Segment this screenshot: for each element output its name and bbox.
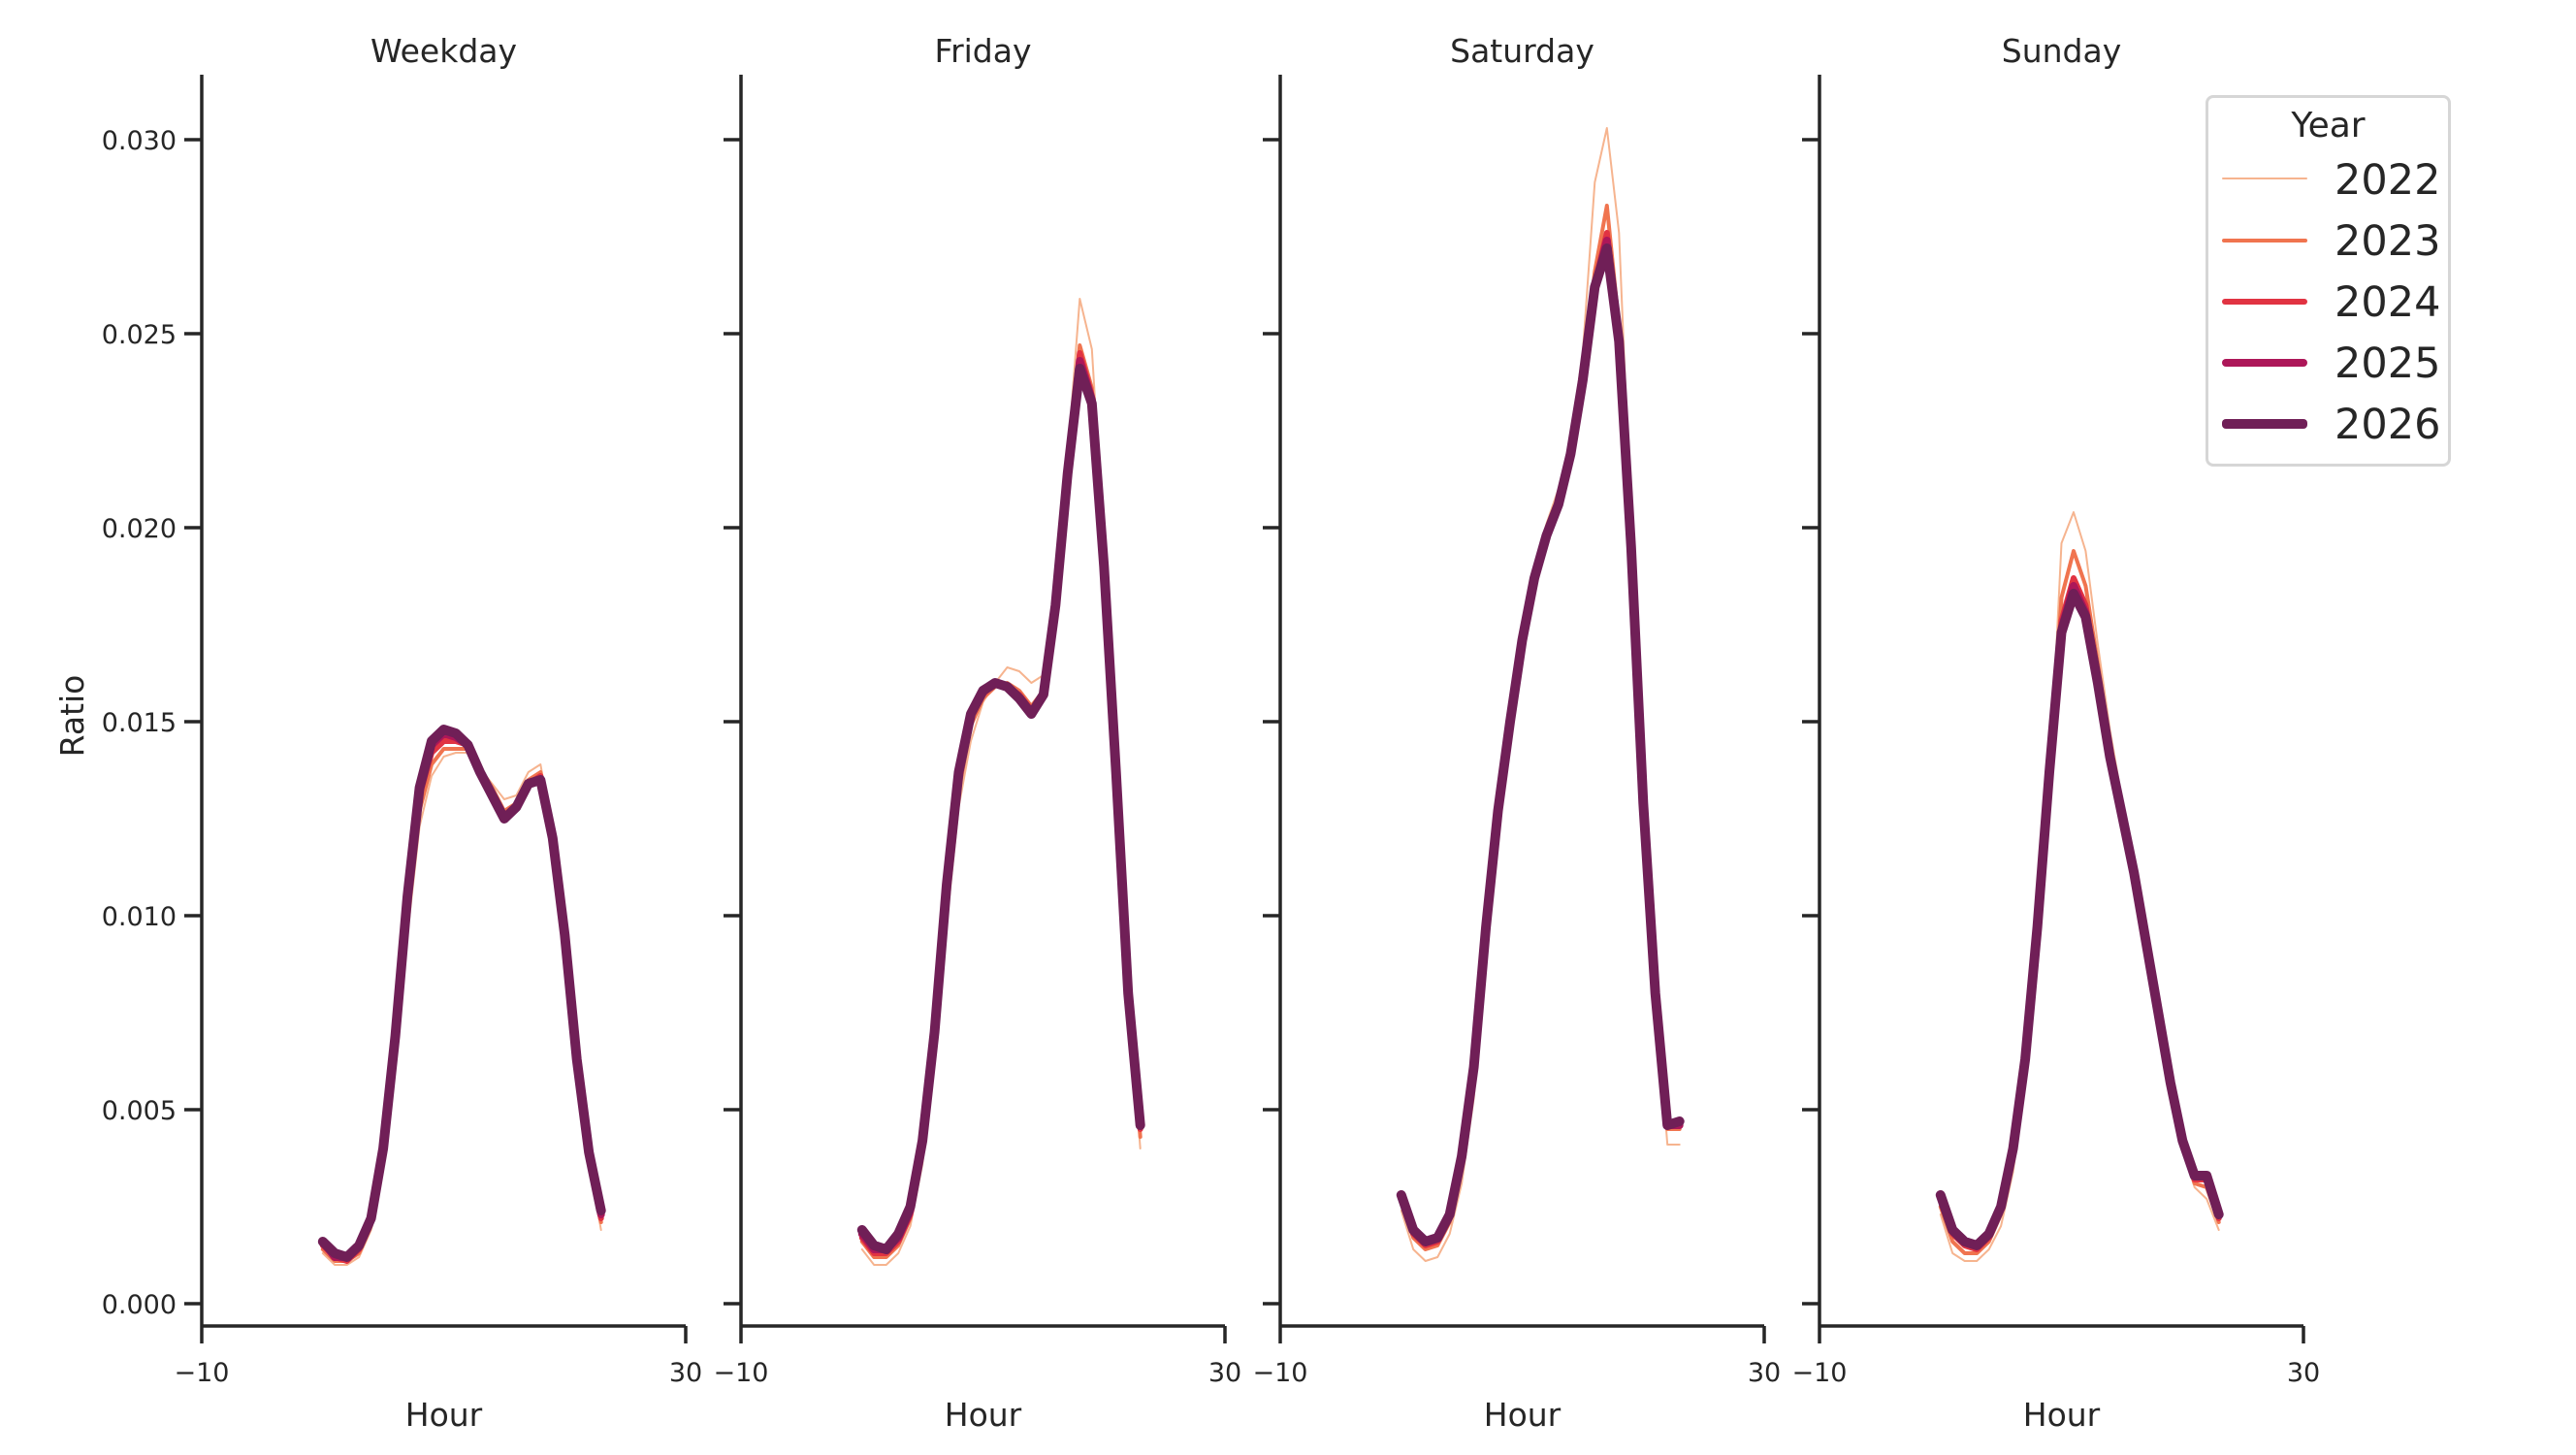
legend-swatch: [2222, 178, 2307, 179]
legend-item-2023: 2023: [2222, 217, 2445, 266]
legend-swatch: [2222, 359, 2307, 367]
series-line-2023: [1938, 549, 2221, 1255]
legend-item-2026: 2026: [2222, 401, 2445, 449]
panel-weekday: Weekday 0.000 0.005 0.010 0.015 0.020 0.025 0.0…: [102, 32, 702, 1434]
x-tick-label: −10: [175, 1358, 230, 1388]
legend-label: 2022: [2334, 156, 2441, 205]
series-line-2026: [317, 725, 606, 1262]
x-axis-label: Hour: [2023, 1396, 2101, 1434]
y-tick-label: 0.030: [102, 126, 177, 156]
legend-item-2022: 2022: [2222, 156, 2445, 205]
series-line-2024: [319, 738, 604, 1264]
legend-item-2025: 2025: [2222, 340, 2445, 388]
legend-swatch: [2222, 299, 2307, 305]
legend-label: 2025: [2334, 340, 2441, 388]
y-tick-label: 0.020: [102, 514, 177, 544]
y-tick-label: 0.000: [102, 1290, 177, 1320]
series-line-2026: [1396, 243, 1685, 1246]
series-line-2023: [320, 747, 603, 1263]
series-line-2022: [860, 298, 1142, 1266]
legend-item-2024: 2024: [2222, 278, 2445, 327]
y-tick-label: 0.025: [102, 320, 177, 350]
legend-label: 2023: [2334, 217, 2441, 266]
series-line-2026: [856, 364, 1145, 1254]
y-tick-label: 0.005: [102, 1096, 177, 1126]
x-axis-label: Hour: [405, 1396, 483, 1434]
panel-title: Friday: [934, 32, 1031, 70]
series-line-2024: [1937, 575, 2222, 1252]
x-tick-label: −10: [714, 1358, 769, 1388]
series-line-2025: [318, 729, 605, 1261]
x-tick-label: −10: [1253, 1358, 1308, 1388]
x-tick-label: −10: [1792, 1358, 1848, 1388]
series-line-2022: [1939, 511, 2220, 1262]
series-line-2025: [1936, 582, 2223, 1249]
legend-swatch: [2222, 419, 2307, 429]
legend: Year 2022 2023 2024 2025 2026: [2206, 95, 2451, 467]
legend-label: 2024: [2334, 278, 2441, 327]
series-line-2022: [321, 752, 602, 1266]
legend-label: 2026: [2334, 401, 2441, 449]
y-tick-label: 0.015: [102, 708, 177, 738]
panel-title: Weekday: [370, 32, 517, 70]
x-axis-label: Hour: [1484, 1396, 1562, 1434]
x-tick-label: 30: [1748, 1358, 1781, 1388]
panel-title: Saturday: [1450, 32, 1594, 70]
series-line-2026: [1935, 589, 2224, 1250]
x-tick-label: 30: [669, 1358, 702, 1388]
x-tick-label: 30: [2287, 1358, 2320, 1388]
legend-title: Year: [2291, 106, 2366, 146]
x-tick-label: 30: [1208, 1358, 1241, 1388]
legend-swatch: [2222, 239, 2307, 242]
x-axis-label: Hour: [945, 1396, 1022, 1434]
y-tick-label: 0.010: [102, 902, 177, 932]
panel-friday: Friday −10 30 Hour: [714, 32, 1242, 1434]
y-axis-label: Ratio: [53, 675, 91, 758]
panel-title: Sunday: [2002, 32, 2121, 70]
panel-sunday: Sunday −10 30 Hour: [1792, 32, 2321, 1434]
panel-saturday: Saturday −10 30 Hour: [1253, 32, 1782, 1434]
